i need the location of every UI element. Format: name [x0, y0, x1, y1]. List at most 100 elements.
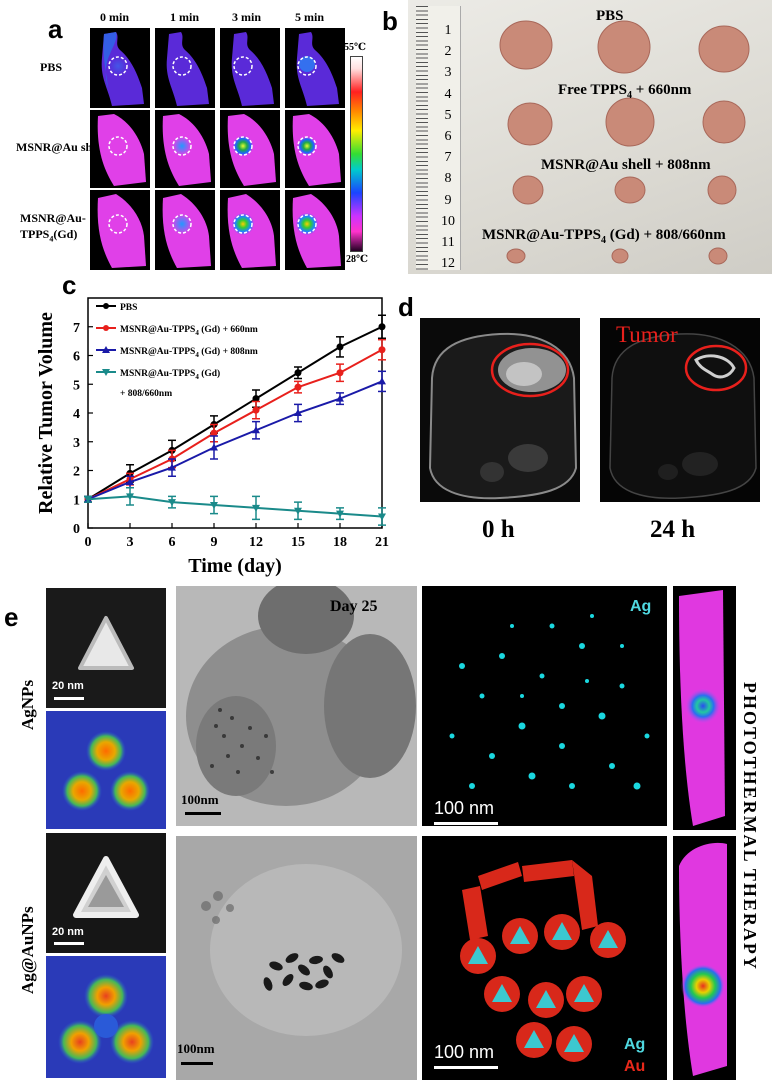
- free-tpps-sub: 4: [627, 90, 633, 101]
- scalebar-100nm-map-bottom-label: 100 nm: [434, 1042, 495, 1062]
- time-label-2: 3 min: [232, 10, 262, 24]
- ag-label-top: Ag: [630, 598, 652, 615]
- scalebar-100nm-map-top: [434, 822, 498, 825]
- photothermal-therapy-label: PHOTOTHERMAL THERAPY: [740, 682, 760, 971]
- ruler-numbers: 1 2 3 4 5 6 7 8 9 10 11 12: [438, 20, 458, 274]
- colorbar-min-label: 28℃: [346, 254, 368, 265]
- time-label-0: 0 min: [100, 10, 130, 24]
- data-point: [378, 377, 386, 385]
- thermal-map-ag-au-np: [46, 956, 166, 1078]
- time-label-3: 5 min: [295, 10, 325, 24]
- day-25-label: Day 25: [330, 598, 378, 615]
- ruler-number-9: 9: [444, 192, 452, 208]
- legend-marker: [102, 346, 110, 353]
- legend-marker: [103, 325, 109, 331]
- scalebar-100nm-tem-bottom: [181, 1062, 213, 1065]
- ag-au-particle: [528, 982, 564, 1018]
- scalebar-20nm-bottom: [54, 942, 84, 945]
- data-point: [210, 502, 218, 509]
- eds-map-ag-au-bottom: [422, 836, 667, 1080]
- panel-c-letter: c: [62, 270, 77, 300]
- data-point: [126, 493, 134, 501]
- time-label-1: 1 min: [170, 10, 200, 24]
- legend-label-extra: + 808/660nm: [120, 389, 172, 399]
- mri-time-24h: 24 h: [650, 516, 696, 543]
- scalebar-100nm-tem-top-label: 100nm: [181, 792, 219, 807]
- temperature-colorbar: [350, 56, 363, 252]
- haadf-ag-au-np-image: [46, 833, 166, 953]
- legend-label: MSNR@Au-TPPS4 (Gd): [120, 368, 220, 381]
- y-tick-label: 3: [73, 436, 80, 451]
- group-label-msnr-au-tpps: MSNR@Au-TPPS4 (Gd) + 808/660nm: [482, 227, 726, 246]
- legend-label: MSNR@Au-TPPS4 (Gd) + 808nm: [120, 346, 258, 359]
- ruler-number-12: 12: [441, 256, 455, 272]
- series-3: [84, 487, 386, 526]
- group-label-free-tpps: Free TPPS4 + 660nm: [558, 82, 691, 101]
- data-point: [378, 513, 386, 521]
- row-label-msnr-au-shell: MSNR@Au shell: [16, 140, 105, 154]
- ruler-number-11: 11: [441, 235, 455, 251]
- data-point: [252, 406, 260, 414]
- chart-legend: PBS MSNR@Au-TPPS4 (Gd) + 660nm MSNR@Au-TPP…: [96, 303, 258, 399]
- y-axis-title: Relative Tumor Volume: [35, 312, 57, 514]
- msnr-tpps-tail: (Gd) + 808/660nm: [605, 227, 726, 243]
- mri-image-24h: [600, 318, 760, 502]
- data-point: [378, 323, 386, 331]
- y-tick-label: 0: [73, 522, 80, 537]
- row-label-pbs: PBS: [40, 60, 63, 74]
- scalebar-100nm-tem-bottom-label: 100nm: [177, 1041, 215, 1056]
- legend-marker: [103, 303, 109, 309]
- data-point: [294, 369, 302, 377]
- scalebar-100nm-map-bottom: [434, 1066, 498, 1069]
- photothermal-image-top: [673, 586, 736, 830]
- data-point: [336, 394, 344, 402]
- ruler-number-10: 10: [441, 213, 455, 229]
- photothermal-image-bottom: [673, 836, 736, 1080]
- panel-d-letter: d: [398, 292, 414, 322]
- ruler-number-2: 2: [444, 44, 452, 60]
- row-msnr-au-tpps: [90, 190, 345, 270]
- thermal-map-agnp: [46, 711, 166, 829]
- free-tpps-main: Free TPPS: [558, 82, 628, 98]
- legend-label: MSNR@Au-TPPS4 (Gd) + 660nm: [120, 324, 258, 337]
- mri-image-0h: [420, 318, 580, 502]
- data-point: [294, 507, 302, 515]
- row-label-line2-sub: 4: [49, 234, 54, 244]
- msnr-tpps-main: MSNR@Au-TPPS: [482, 227, 601, 243]
- data-point: [252, 395, 260, 403]
- ag-au-particle: [590, 922, 626, 958]
- mri-time-0h: 0 h: [482, 516, 515, 543]
- tem-image-top: [176, 586, 417, 826]
- tumor-label: Tumor: [616, 322, 678, 347]
- x-tick-label: 12: [249, 535, 263, 550]
- data-point: [294, 383, 302, 391]
- x-tick-label: 18: [333, 535, 347, 550]
- data-point: [336, 343, 344, 351]
- row-label-ag-au-nps: Ag@AuNPs: [18, 906, 37, 994]
- row-label-line2-tail: (Gd): [53, 227, 78, 241]
- ag-label-bottom: Ag: [624, 1036, 646, 1053]
- ruler-number-3: 3: [444, 65, 452, 81]
- series-line: [87, 380, 383, 501]
- ag-au-particle: [544, 914, 580, 950]
- ag-au-particle: [502, 918, 538, 954]
- y-tick-label: 6: [73, 350, 80, 365]
- panel-a-letter: a: [48, 14, 63, 44]
- ruler-number-7: 7: [444, 150, 452, 166]
- msnr-tpps-sub: 4: [600, 235, 606, 246]
- ag-au-particle: [566, 976, 602, 1012]
- data-point: [336, 510, 344, 518]
- row-label-msnr-au-tpps-line2: TPPS4(Gd): [20, 227, 77, 243]
- legend-marker: [102, 369, 110, 376]
- series-line: [87, 495, 383, 518]
- x-tick-label: 0: [85, 535, 92, 550]
- ag-au-particle: [516, 1022, 552, 1058]
- data-point: [168, 499, 176, 507]
- haadf-agnp-image: [46, 588, 166, 708]
- free-tpps-tail: + 660nm: [632, 82, 692, 98]
- ag-au-particle: [556, 1026, 592, 1062]
- scalebar-100nm-tem-top: [185, 812, 221, 815]
- x-tick-label: 6: [169, 535, 176, 550]
- x-tick-label: 9: [211, 535, 218, 550]
